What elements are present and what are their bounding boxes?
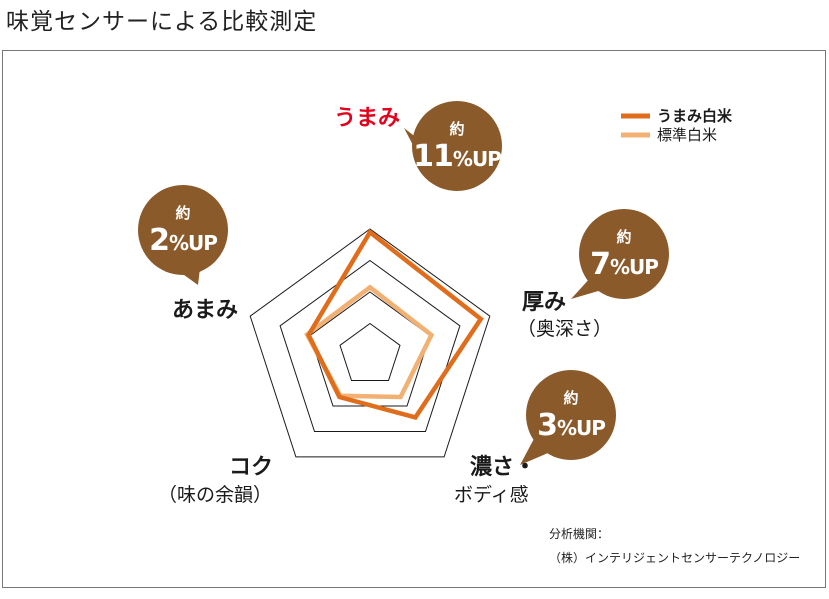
source-label: 分析機関： [549,527,610,541]
bubble-prefix-1: 約 [616,228,631,246]
series-line-1 [304,284,435,400]
bubble-value-0: 11%UP [413,139,501,174]
grid-pentagon-3 [279,259,461,432]
series-line-0 [306,228,484,420]
bubble-3 [138,185,228,275]
axis-sublabel-2: ボディ感 [454,484,529,506]
bubble-prefix-2: 約 [563,389,578,407]
bubble-value-1: 7%UP [590,247,658,282]
axis-label-0: うまみ [334,106,400,131]
source-name: （株）インテリジェントセンサーテクノロジー [549,551,801,565]
bubble-2 [526,370,616,460]
grid-pentagon-4 [249,228,491,458]
bubble-value-2: 3%UP [537,408,605,443]
legend-label-1: 標準白米 [657,126,717,144]
chart-frame [2,50,826,588]
source-note: 分析機関： （株）インテリジェントセンサーテクノロジー [549,522,800,570]
bubble-1 [579,209,669,299]
bubble-value-3: 2%UP [149,223,217,258]
bubble-0 [412,101,502,191]
legend-label-0: うまみ白米 [657,107,733,125]
axis-label-4: あまみ [172,298,238,323]
page-title: 味覚センサーによる比較測定 [6,9,318,35]
axis-sublabel-1: （奥深さ） [517,318,612,340]
axis-label-3: コク [229,455,273,480]
axis-label-1: 厚み [522,290,566,315]
axis-sublabel-3: （味の余韻） [158,484,272,506]
grid-pentagon-1 [339,322,401,381]
grid-pentagon-2 [309,291,431,407]
bubble-prefix-0: 約 [449,120,464,138]
bubble-prefix-3: 約 [175,204,190,222]
